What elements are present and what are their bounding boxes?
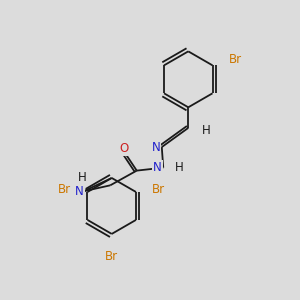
Text: N: N <box>75 185 84 198</box>
Text: Br: Br <box>58 182 71 196</box>
Text: O: O <box>119 142 128 155</box>
Text: Br: Br <box>152 182 165 196</box>
Text: H: H <box>202 124 210 137</box>
Text: H: H <box>78 172 87 184</box>
Text: Br: Br <box>105 250 118 263</box>
Text: H: H <box>175 161 184 174</box>
Text: Br: Br <box>229 53 242 66</box>
Text: N: N <box>153 161 162 174</box>
Text: N: N <box>152 141 160 154</box>
